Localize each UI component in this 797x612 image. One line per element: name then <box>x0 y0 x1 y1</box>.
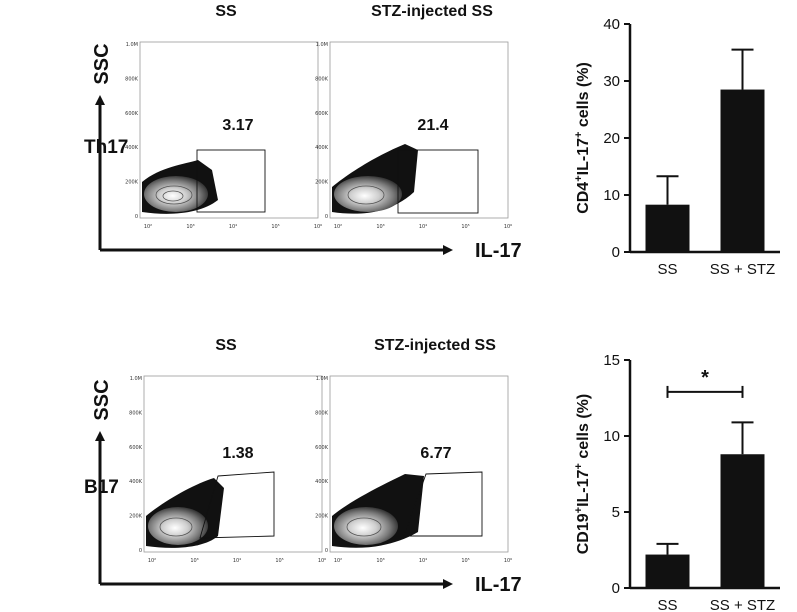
il17-axis-label: IL-17 <box>475 240 522 262</box>
flow-y-tick-label: 800K <box>129 410 143 416</box>
flow-plot-stz: 21.4 <box>329 41 509 219</box>
flow-x-tick-label: 10⁴ <box>419 558 427 564</box>
flow-x-tick-label: 10⁴ <box>233 558 241 564</box>
flow-row-b17: SS STZ-injected SS B17 SSC IL-17 1.38 6.… <box>84 337 522 596</box>
flow-x-tick-label: 10⁵ <box>271 224 279 230</box>
gate-rectangle <box>403 471 483 537</box>
ssc-axis-label: SSC <box>91 43 113 84</box>
gate-percentage: 3.17 <box>222 117 253 134</box>
row-label-th17: Th17 <box>84 137 128 158</box>
gate-rectangle <box>199 471 275 539</box>
flow-x-tick-label: 10³ <box>186 224 194 230</box>
event-density-contours <box>334 507 398 545</box>
flow-x-tick-label: 10³ <box>190 558 198 564</box>
flow-y-tick-label: 0 <box>135 214 138 220</box>
flow-x-tick-label: 10⁴ <box>229 224 237 230</box>
bar-chart-b17: 0 5 10 15 SS SS + STZ CD19+IL-17+ cells (%) * <box>573 352 780 612</box>
flow-x-tick-label: 10⁴ <box>419 224 427 230</box>
y-tick-label: 20 <box>603 130 620 147</box>
flow-y-tick-label: 400K <box>129 479 143 485</box>
flow-y-tick-label: 1.0M <box>316 376 328 382</box>
y-tick-label: 10 <box>603 187 620 204</box>
flow-plot-ticks: 1.0M 800K 600K 400K 200K 0 10² 10³ 10⁴ 10⁵ 10⁶ <box>315 42 512 230</box>
bar-ss <box>645 204 690 252</box>
y-axis-title: CD19+IL-17+ cells (%) <box>573 394 592 554</box>
flow-x-tick-label: 10⁶ <box>314 224 322 230</box>
flow-y-tick-label: 600K <box>129 445 143 451</box>
gate-percentage: 1.38 <box>222 445 253 462</box>
flow-x-tick-label: 10⁵ <box>461 558 469 564</box>
flow-y-tick-label: 800K <box>315 76 329 82</box>
significance-star: * <box>701 367 709 389</box>
flow-y-tick-label: 0 <box>139 548 142 554</box>
flow-y-tick-label: 400K <box>125 145 139 151</box>
flow-y-tick-label: 1.0M <box>126 42 138 48</box>
flow-row-th17: SS STZ-injected SS Th17 SSC IL-17 3.17 2… <box>84 3 522 262</box>
flow-x-tick-label: 10⁵ <box>461 224 469 230</box>
y-tick-label: 5 <box>612 504 620 521</box>
flow-plot-ss: 1.38 <box>143 375 323 553</box>
x-category-label: SS <box>657 261 677 278</box>
flow-x-tick-label: 10² <box>334 558 342 564</box>
il17-axis-label: IL-17 <box>475 574 522 596</box>
flow-plot-stz: 6.77 <box>329 375 509 553</box>
flow-y-tick-label: 800K <box>315 410 329 416</box>
flow-plot-ticks: 1.0M 800K 600K 400K 200K 0 10² 10³ 10⁴ 10⁵ 10⁶ <box>315 376 512 564</box>
y-tick-label: 40 <box>603 16 620 33</box>
flow-x-tick-label: 10³ <box>376 224 384 230</box>
gate-rectangle <box>397 149 479 214</box>
x-category-label: SS + STZ <box>710 261 775 278</box>
y-tick-label: 30 <box>603 73 620 90</box>
x-category-label: SS + STZ <box>710 597 775 612</box>
flow-plot-ticks: 1.0M 800K 600K 400K 200K 0 10² 10³ 10⁴ 10⁵ 10⁶ <box>125 42 322 230</box>
flow-y-tick-label: 400K <box>315 479 329 485</box>
x-category-label: SS <box>657 597 677 612</box>
gate-percentage: 21.4 <box>417 117 448 134</box>
flow-x-tick-label: 10² <box>148 558 156 564</box>
flow-plot-ss: 3.17 <box>139 41 319 219</box>
flow-x-tick-label: 10² <box>144 224 152 230</box>
flow-y-tick-label: 0 <box>325 214 328 220</box>
flow-y-tick-label: 600K <box>125 111 139 117</box>
flow-x-tick-label: 10² <box>334 224 342 230</box>
gate-percentage: 6.77 <box>420 445 451 462</box>
flow-y-tick-label: 600K <box>315 445 329 451</box>
y-tick-label: 0 <box>612 580 620 597</box>
y-axis-title: CD4+IL-17+ cells (%) <box>573 62 592 214</box>
event-density-contours <box>334 176 402 212</box>
flow-y-tick-label: 200K <box>315 180 329 186</box>
flow-y-tick-label: 200K <box>129 514 143 520</box>
ssc-axis-label: SSC <box>91 379 113 420</box>
flow-plot-ticks: 1.0M 800K 600K 400K 200K 0 10² 10³ 10⁴ 10⁵ 10⁶ <box>129 376 326 564</box>
flow-y-tick-label: 1.0M <box>130 376 142 382</box>
column-title-ss: SS <box>215 3 237 20</box>
flow-y-tick-label: 800K <box>125 76 139 82</box>
event-density-contours <box>148 507 208 545</box>
column-title-stz: STZ-injected SS <box>371 3 493 20</box>
flow-y-tick-label: 200K <box>315 514 329 520</box>
bar-ss <box>645 554 690 588</box>
flow-x-tick-label: 10⁶ <box>504 558 512 564</box>
flow-y-tick-label: 1.0M <box>316 42 328 48</box>
bar-ss-stz <box>720 89 765 252</box>
y-tick-label: 10 <box>603 428 620 445</box>
gate-rectangle <box>196 149 266 213</box>
flow-x-tick-label: 10⁶ <box>504 224 512 230</box>
flow-x-tick-label: 10⁶ <box>318 558 326 564</box>
y-tick-label: 0 <box>612 244 620 261</box>
event-density-contours <box>144 176 208 212</box>
flow-y-tick-label: 200K <box>125 180 139 186</box>
y-tick-label: 15 <box>603 352 620 369</box>
bar-chart-th17: 0 10 20 30 40 SS SS + STZ CD4+IL-17+ cells (%) <box>573 16 780 278</box>
flow-x-tick-label: 10³ <box>376 558 384 564</box>
flow-x-tick-label: 10⁵ <box>275 558 283 564</box>
flow-y-tick-label: 600K <box>315 111 329 117</box>
column-title-ss: SS <box>215 337 237 354</box>
column-title-stz: STZ-injected SS <box>374 337 496 354</box>
bar-ss-stz <box>720 454 765 588</box>
flow-y-tick-label: 400K <box>315 145 329 151</box>
flow-y-tick-label: 0 <box>325 548 328 554</box>
